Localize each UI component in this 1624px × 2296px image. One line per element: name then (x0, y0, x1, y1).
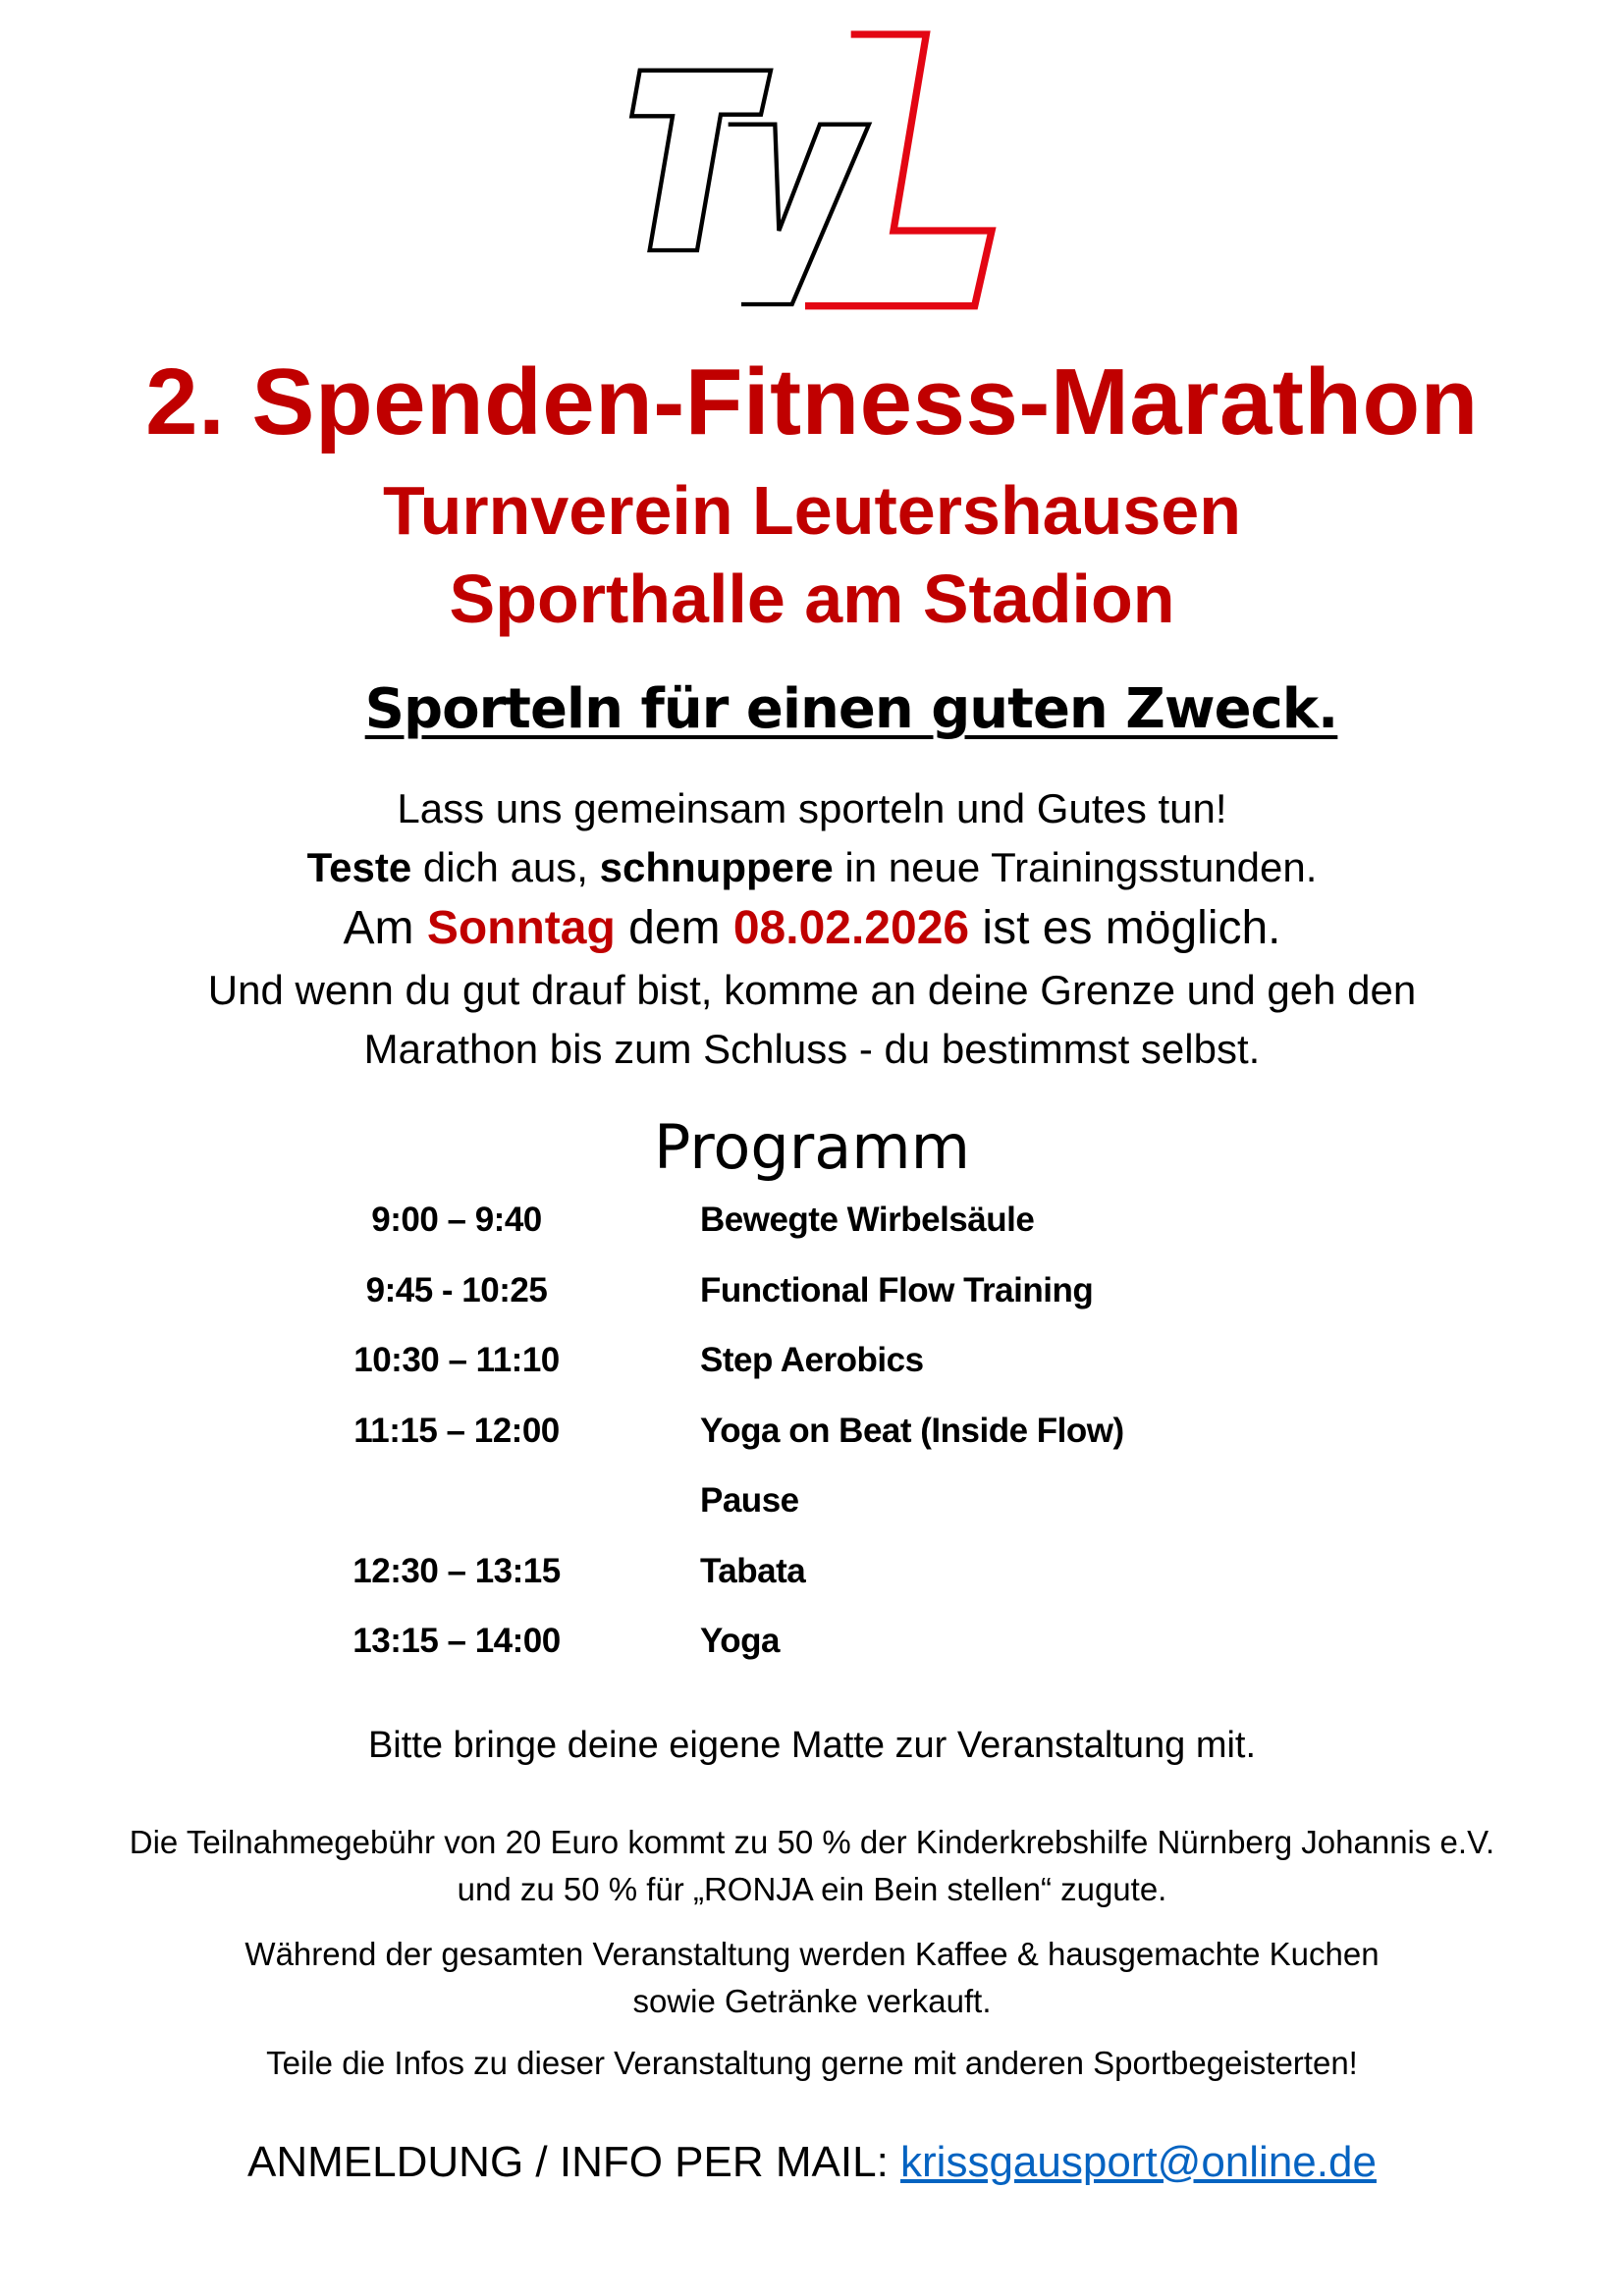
intro-line-1: Lass uns gemeinsam sporteln und Gutes tu… (397, 785, 1227, 831)
program-time: 10:30 – 11:10 (353, 1341, 560, 1379)
program-activity: Tabata (700, 1551, 806, 1590)
program-activity: Step Aerobics (700, 1341, 924, 1379)
program-activity: Yoga on Beat (Inside Flow) (700, 1411, 1124, 1450)
program-time: 11:15 – 12:00 (353, 1411, 560, 1450)
email-link[interactable]: krissgausport@online.de (900, 2138, 1377, 2186)
catering-line-1: Während der gesamten Veranstaltung werde… (244, 1936, 1380, 1972)
program-row: 10:30 – 11:10 Step Aerobics (0, 1341, 1624, 1390)
club-name: Turnverein Leutershausen (383, 472, 1241, 549)
event-day: Sonntag (426, 902, 616, 954)
tvl-logo-graphic (628, 30, 997, 310)
slogan-text: Sporteln für einen guten Zweck. (364, 677, 1339, 741)
fee-line-1: Die Teilnahmegebühr von 20 Euro kommt zu… (129, 1824, 1495, 1860)
program-activity: Bewegte Wirbelsäule (700, 1201, 1035, 1239)
venue: Sporthalle am Stadion (449, 561, 1175, 637)
teste-bold: Teste (306, 844, 412, 890)
event-title: 2. Spenden-Fitness-Marathon (145, 349, 1479, 454)
intro-line-4: Und wenn du gut drauf bist, komme an dei… (207, 967, 1417, 1013)
intro-line-2: Teste dich aus, schnuppere in neue Train… (0, 844, 1624, 891)
program-row: Pause (0, 1481, 1624, 1530)
program-time: 9:00 – 9:40 (371, 1201, 542, 1239)
program-row: 13:15 – 14:00 Yoga (0, 1622, 1624, 1671)
program-activity: Pause (700, 1481, 799, 1520)
program-time: 9:45 - 10:25 (365, 1270, 548, 1309)
program-time: 12:30 – 13:15 (352, 1551, 561, 1590)
intro-line-3: Am Sonntag dem 08.02.2026 ist es möglich… (0, 901, 1624, 955)
catering-line-2: sowie Getränke verkauft. (632, 1983, 992, 2019)
contact-line: ANMELDUNG / INFO PER MAIL: krissgausport… (0, 2138, 1624, 2187)
program-row: 9:45 - 10:25 Functional Flow Training (0, 1271, 1624, 1320)
program-activity: Yoga (700, 1622, 780, 1660)
intro-text: dich aus, (411, 844, 600, 890)
program-time: 13:15 – 14:00 (352, 1622, 561, 1660)
program-row: 9:00 – 9:40 Bewegte Wirbelsäule (0, 1201, 1624, 1250)
program-activity: Functional Flow Training (700, 1270, 1094, 1309)
slogan: Sporteln für einen guten Zweck. (39, 677, 1624, 741)
program-row: 12:30 – 13:15 Tabata (0, 1552, 1624, 1601)
share-note: Teile die Infos zu dieser Veranstaltung … (266, 2045, 1358, 2081)
intro-text: Am (343, 902, 427, 954)
event-date: 08.02.2026 (732, 902, 970, 954)
program-row: 11:15 – 12:00 Yoga on Beat (Inside Flow) (0, 1412, 1624, 1461)
fee-line-2: und zu 50 % für „RONJA ein Bein stellen“… (457, 1871, 1167, 1907)
intro-line-5: Marathon bis zum Schluss - du bestimmst … (363, 1026, 1261, 1072)
tvl-logo (589, 20, 1031, 324)
schnuppere-bold: schnuppere (599, 844, 834, 890)
intro-text: ist es möglich. (969, 902, 1281, 954)
intro-text: dem (615, 902, 733, 954)
mat-note: Bitte bringe deine eigene Matte zur Vera… (367, 1725, 1257, 1766)
contact-label: ANMELDUNG / INFO PER MAIL: (247, 2138, 901, 2186)
program-title: Programm (654, 1111, 970, 1183)
intro-text: in neue Trainingsstunden. (833, 844, 1318, 890)
